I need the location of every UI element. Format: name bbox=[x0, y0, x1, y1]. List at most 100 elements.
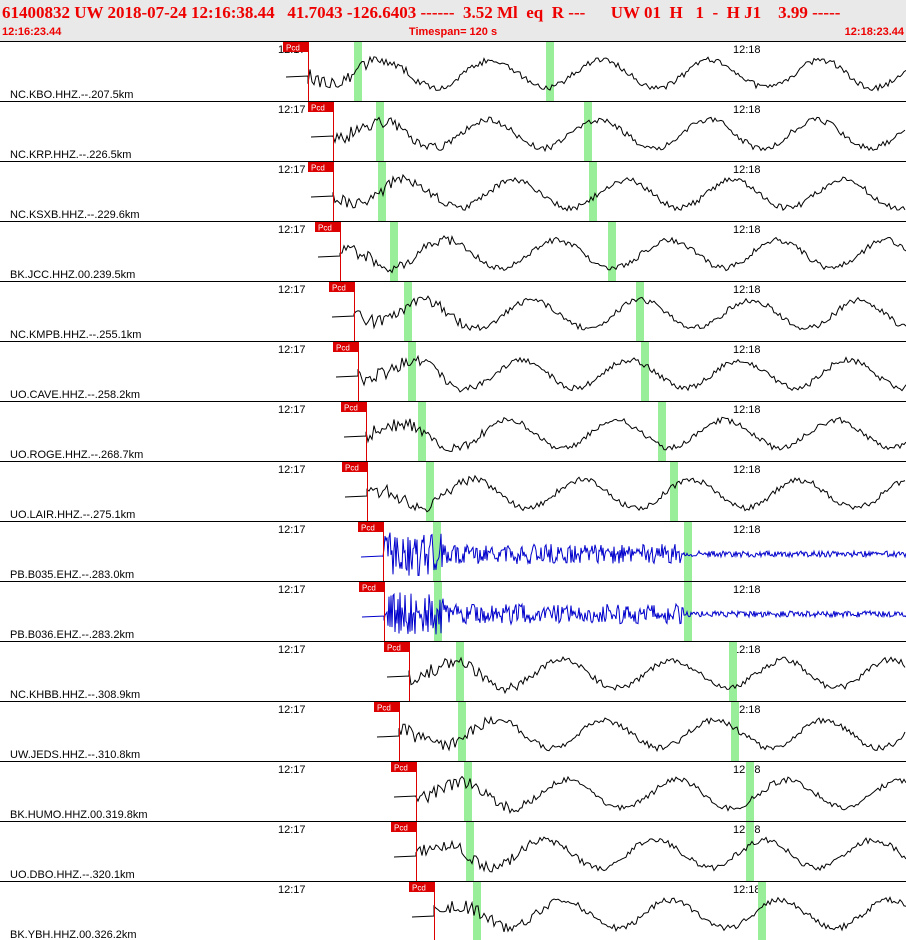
start-time-label: 12:16:23.44 bbox=[2, 26, 62, 38]
waveform-trace bbox=[411, 896, 906, 933]
end-time-label: 12:18:23.44 bbox=[844, 26, 904, 38]
minute-label: 12:17 bbox=[278, 344, 306, 356]
minute-label: 12:17 bbox=[278, 704, 306, 716]
s-arrival-marker bbox=[684, 582, 692, 641]
minute-label: 12:17 bbox=[278, 584, 306, 596]
s-arrival-marker bbox=[404, 282, 412, 341]
s-arrival-marker bbox=[670, 462, 678, 521]
minute-label: 12:17 bbox=[278, 464, 306, 476]
minute-label: 12:18 bbox=[733, 224, 761, 236]
s-arrival-marker bbox=[390, 222, 398, 281]
p-pick-flag bbox=[342, 462, 368, 472]
p-pick-flag bbox=[333, 342, 359, 352]
minute-label: 12:17 bbox=[278, 884, 306, 896]
station-label: PB.B036.EHZ.--.283.2km bbox=[10, 629, 134, 641]
waveform-trace bbox=[344, 474, 906, 513]
waveform-trace bbox=[310, 116, 906, 153]
p-pick-label: Pcd bbox=[336, 344, 350, 353]
minute-label: 12:17 bbox=[278, 644, 306, 656]
s-arrival-marker bbox=[746, 762, 754, 821]
p-pick-flag bbox=[358, 522, 384, 532]
p-pick-label: Pcd bbox=[394, 764, 408, 773]
p-pick-flag bbox=[308, 102, 334, 112]
p-pick-label: Pcd bbox=[311, 164, 325, 173]
minute-label: 12:18 bbox=[733, 404, 761, 416]
station-label: NC.KHBB.HHZ.--.308.9km bbox=[10, 689, 140, 701]
waveform-trace bbox=[335, 354, 906, 393]
event-header: 61400832 UW 2018-07-24 12:16:38.44 41.70… bbox=[0, 0, 906, 41]
minute-label: 12:18 bbox=[733, 44, 761, 56]
station-label: BK.JCC.HHZ.00.239.5km bbox=[10, 269, 135, 281]
waveform-trace bbox=[393, 836, 906, 873]
p-pick-label: Pcd bbox=[318, 224, 332, 233]
s-arrival-marker bbox=[433, 522, 441, 581]
minute-label: 12:17 bbox=[278, 104, 306, 116]
event-summary-line: 61400832 UW 2018-07-24 12:16:38.44 41.70… bbox=[2, 3, 841, 22]
minute-label: 12:17 bbox=[278, 824, 306, 836]
minute-label: 12:17 bbox=[278, 164, 306, 176]
waveform-trace bbox=[360, 532, 906, 577]
minute-label: 12:18 bbox=[733, 164, 761, 176]
s-arrival-marker bbox=[589, 162, 597, 221]
p-pick-flag bbox=[391, 762, 417, 772]
minute-label: 12:17 bbox=[278, 764, 306, 776]
seismogram-canvas[interactable]: 12:17 12:18 Pcd NC.KBO.HHZ.--.207.5km 12:17 1… bbox=[0, 41, 906, 940]
minute-label: 12:18 bbox=[733, 584, 761, 596]
p-pick-label: Pcd bbox=[361, 524, 375, 533]
p-pick-label: Pcd bbox=[377, 704, 391, 713]
p-pick-label: Pcd bbox=[311, 104, 325, 113]
p-pick-flag bbox=[341, 402, 367, 412]
seismogram-panel[interactable]: 12:17 12:18 Pcd NC.KBO.HHZ.--.207.5km 12:17 1… bbox=[0, 41, 906, 940]
minute-label: 12:18 bbox=[733, 884, 761, 896]
waveform-trace bbox=[376, 715, 906, 752]
s-arrival-marker bbox=[608, 222, 616, 281]
timespan-label: Timespan= 120 s bbox=[408, 26, 498, 38]
p-pick-label: Pcd bbox=[344, 404, 358, 413]
station-label: UO.ROGE.HHZ.--.268.7km bbox=[10, 449, 143, 461]
waveform-trace bbox=[310, 173, 906, 212]
p-pick-flag bbox=[391, 822, 417, 832]
p-pick-label: Pcd bbox=[345, 464, 359, 473]
s-arrival-marker bbox=[641, 342, 649, 401]
waveform-trace bbox=[317, 234, 906, 274]
p-pick-flag bbox=[308, 162, 334, 172]
s-arrival-marker bbox=[684, 522, 692, 581]
p-pick-label: Pcd bbox=[362, 584, 376, 593]
station-label: UO.CAVE.HHZ.--.258.2km bbox=[10, 389, 140, 401]
station-label: NC.KBO.HHZ.--.207.5km bbox=[10, 89, 133, 101]
station-label: NC.KMPB.HHZ.--.255.1km bbox=[10, 329, 141, 341]
waveform-trace bbox=[285, 55, 906, 92]
station-label: NC.KSXB.HHZ.--.229.6km bbox=[10, 209, 140, 221]
s-arrival-marker bbox=[456, 642, 464, 701]
waveform-trace bbox=[343, 416, 906, 452]
station-label: PB.B035.EHZ.--.283.0km bbox=[10, 569, 134, 581]
p-pick-flag bbox=[283, 42, 309, 52]
s-arrival-marker bbox=[746, 822, 754, 881]
minute-label: 12:18 bbox=[733, 524, 761, 536]
waveform-trace bbox=[393, 775, 906, 815]
waveform-trace bbox=[361, 592, 906, 635]
s-arrival-marker bbox=[658, 402, 666, 461]
station-label: NC.KRP.HHZ.--.226.5km bbox=[10, 149, 131, 161]
station-label: BK.HUMO.HHZ.00.319.8km bbox=[10, 809, 148, 821]
minute-label: 12:18 bbox=[733, 704, 761, 716]
p-pick-label: Pcd bbox=[394, 824, 408, 833]
station-label: UO.LAIR.HHZ.--.275.1km bbox=[10, 509, 135, 521]
s-arrival-marker bbox=[636, 282, 644, 341]
minute-label: 12:18 bbox=[733, 464, 761, 476]
s-arrival-marker bbox=[466, 822, 474, 881]
minute-label: 12:17 bbox=[278, 224, 306, 236]
waveform-trace bbox=[386, 656, 906, 695]
minute-label: 12:17 bbox=[278, 284, 306, 296]
waveform-trace bbox=[331, 295, 906, 332]
s-arrival-marker bbox=[464, 762, 472, 821]
station-label: UW.JEDS.HHZ.--.310.8km bbox=[10, 749, 140, 761]
s-arrival-marker bbox=[354, 42, 362, 101]
s-arrival-marker bbox=[584, 102, 592, 161]
s-arrival-marker bbox=[731, 702, 739, 761]
minute-label: 12:17 bbox=[278, 524, 306, 536]
p-pick-flag bbox=[409, 882, 435, 892]
p-pick-flag bbox=[315, 222, 341, 232]
minute-label: 12:18 bbox=[733, 644, 761, 656]
p-pick-label: Pcd bbox=[412, 884, 426, 893]
